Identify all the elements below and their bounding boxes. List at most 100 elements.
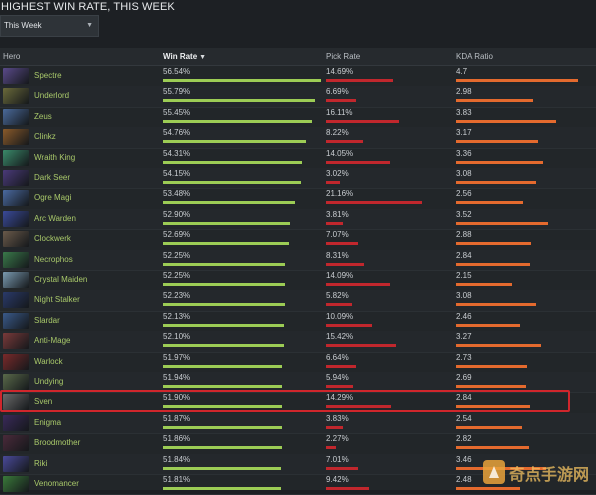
column-hero[interactable]: Hero	[3, 52, 21, 61]
hero-portrait[interactable]	[3, 374, 29, 390]
hero-name[interactable]: Warlock	[34, 356, 63, 366]
hero-name[interactable]: Ogre Magi	[34, 193, 72, 203]
column-kda-ratio[interactable]: KDA Ratio	[456, 52, 493, 61]
pick-rate-value: 14.69%	[326, 67, 354, 76]
hero-name[interactable]: Necrophos	[34, 254, 73, 264]
pick-rate-bar	[326, 181, 340, 184]
hero-name[interactable]: Venomancer	[34, 479, 79, 488]
hero-name[interactable]: Enigma	[34, 417, 62, 427]
kda-ratio-value: 3.52	[456, 209, 472, 219]
kda-ratio-value: 3.27	[456, 332, 472, 342]
win-rate-value: 51.87%	[163, 413, 191, 423]
hero-name[interactable]: Night Stalker	[34, 295, 80, 305]
win-rate-bar	[163, 487, 281, 490]
hero-name[interactable]: Clinkz	[34, 132, 56, 142]
hero-name[interactable]: Broodmother	[34, 438, 81, 448]
win-rate-value: 51.97%	[163, 352, 191, 362]
table-row[interactable]: Arc Warden 52.90% 3.81% 3.52	[0, 208, 596, 231]
table-row[interactable]: Necrophos 52.25% 8.31% 2.84	[0, 249, 596, 271]
hero-portrait[interactable]	[3, 129, 29, 146]
hero-portrait[interactable]	[3, 353, 29, 370]
pick-rate-value: 15.42%	[326, 332, 354, 342]
kda-ratio-bar	[456, 160, 543, 164]
column-win-rate[interactable]: Win Rate ▼	[163, 52, 206, 61]
hero-portrait[interactable]	[3, 292, 29, 309]
pick-rate-bar	[326, 221, 343, 225]
hero-portrait[interactable]	[3, 333, 29, 350]
hero-portrait[interactable]	[3, 88, 29, 105]
table-row[interactable]: Underlord 55.79% 6.69% 2.98	[0, 86, 596, 108]
kda-ratio-value: 3.08	[456, 169, 472, 178]
hero-name[interactable]: Crystal Maiden	[34, 275, 88, 284]
kda-ratio-bar	[456, 242, 531, 246]
win-rate-value: 52.90%	[163, 209, 191, 219]
table-row[interactable]: Sven 51.90% 14.29% 2.84	[0, 392, 596, 414]
kda-ratio-value: 2.69	[456, 373, 472, 382]
kda-ratio-bar	[456, 344, 541, 348]
kda-ratio-value: 2.54	[456, 413, 472, 423]
win-rate-value: 52.13%	[163, 311, 191, 321]
table-row[interactable]: Undying 51.94% 5.94% 2.69	[0, 372, 596, 394]
pick-rate-value: 8.31%	[326, 250, 349, 260]
kda-ratio-bar	[456, 283, 512, 286]
table-row[interactable]: Warlock 51.97% 6.64% 2.73	[0, 352, 596, 373]
pick-rate-value: 5.82%	[326, 291, 349, 301]
hero-name[interactable]: Arc Warden	[34, 213, 76, 223]
hero-portrait[interactable]	[3, 108, 29, 125]
hero-portrait[interactable]	[3, 435, 29, 452]
hero-portrait[interactable]	[3, 149, 29, 166]
win-rate-value: 52.25%	[163, 271, 191, 280]
table-row[interactable]: Zeus 55.45% 16.11% 3.83	[0, 107, 596, 129]
hero-portrait[interactable]	[3, 272, 29, 288]
hero-portrait[interactable]	[3, 231, 29, 248]
kda-ratio-bar	[456, 323, 520, 327]
hero-name[interactable]: Riki	[34, 458, 48, 468]
pick-rate-bar	[326, 242, 358, 246]
hero-portrait[interactable]	[3, 312, 29, 329]
table-header: Hero Win Rate ▼ Pick Rate KDA Ratio	[0, 48, 596, 66]
table-row[interactable]: Broodmother 51.86% 2.27% 2.82	[0, 433, 596, 455]
hero-name[interactable]: Spectre	[34, 71, 62, 80]
win-rate-bar	[163, 242, 289, 246]
hero-portrait[interactable]	[3, 455, 29, 472]
hero-name[interactable]: Underlord	[34, 91, 70, 101]
table-row[interactable]: Ogre Magi 53.48% 21.16% 2.56	[0, 188, 596, 210]
hero-name[interactable]: Slardar	[34, 315, 60, 325]
table-row[interactable]: Riki 51.84% 7.01% 3.46	[0, 453, 596, 475]
table-row[interactable]: Venomancer 51.81% 9.42% 2.48	[0, 474, 596, 495]
hero-portrait[interactable]	[3, 476, 29, 492]
table-row[interactable]: Crystal Maiden 52.25% 14.09% 2.15	[0, 270, 596, 292]
table-row[interactable]: Spectre 56.54% 14.69% 4.7	[0, 66, 596, 88]
win-rate-bar	[163, 201, 295, 205]
hero-name[interactable]: Anti-Mage	[34, 336, 71, 346]
hero-portrait[interactable]	[3, 394, 29, 411]
hero-portrait[interactable]	[3, 210, 29, 227]
hero-portrait[interactable]	[3, 251, 29, 268]
hero-portrait[interactable]	[3, 68, 29, 84]
table-row[interactable]: Enigma 51.87% 3.83% 2.54	[0, 412, 596, 435]
table-row[interactable]: Clockwerk 52.69% 7.07% 2.88	[0, 229, 596, 251]
hero-name[interactable]: Undying	[34, 377, 64, 386]
hero-name[interactable]: Wraith King	[34, 152, 76, 162]
hero-name[interactable]: Zeus	[34, 111, 52, 121]
hero-portrait[interactable]	[3, 190, 29, 207]
table-row[interactable]: Anti-Mage 52.10% 15.42% 3.27	[0, 331, 596, 353]
hero-name[interactable]: Clockwerk	[34, 234, 71, 244]
table-row[interactable]: Clinkz 54.76% 8.22% 3.17	[0, 127, 596, 149]
table-row[interactable]: Dark Seer 54.15% 3.02% 3.08	[0, 168, 596, 190]
table-row[interactable]: Night Stalker 52.23% 5.82% 3.08	[0, 290, 596, 312]
hero-portrait[interactable]	[3, 414, 29, 431]
kda-ratio-bar	[456, 425, 522, 429]
hero-name[interactable]: Sven	[34, 397, 53, 407]
table-row[interactable]: Wraith King 54.31% 14.05% 3.36	[0, 148, 596, 169]
pick-rate-bar	[326, 487, 369, 490]
period-select[interactable]: This Week ▼	[0, 15, 99, 37]
table-row[interactable]: Slardar 52.13% 10.09% 2.46	[0, 311, 596, 333]
kda-ratio-bar	[456, 487, 520, 490]
sort-desc-icon: ▼	[199, 54, 207, 61]
hero-name[interactable]: Dark Seer	[34, 173, 71, 182]
pick-rate-bar	[326, 446, 336, 450]
column-pick-rate[interactable]: Pick Rate	[326, 52, 361, 61]
pick-rate-value: 8.22%	[326, 128, 349, 138]
hero-portrait[interactable]	[3, 170, 29, 186]
